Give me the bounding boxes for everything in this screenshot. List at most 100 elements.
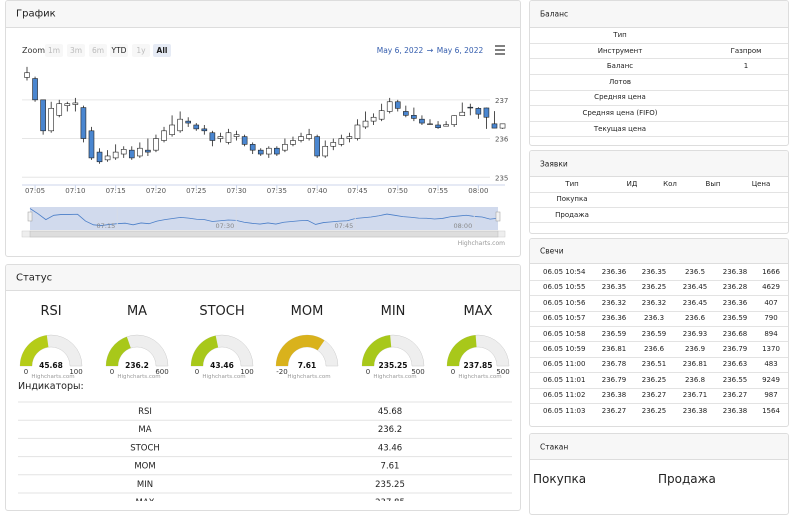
gauge-limit-label: 0 xyxy=(366,368,370,376)
zoom-button-label: YTD xyxy=(111,46,127,55)
candle-body xyxy=(435,124,441,129)
navigator-bg xyxy=(30,207,498,230)
credits: Highcharts.com xyxy=(287,374,330,380)
zoom-button[interactable]: 1y xyxy=(132,44,150,57)
candle-time: 06.05 10:59 xyxy=(543,345,586,353)
zoom-button[interactable]: 1m xyxy=(45,44,63,57)
navigator-handle xyxy=(27,211,33,222)
candle-cell: 236.79 xyxy=(601,375,627,384)
row-divider xyxy=(530,120,788,122)
candle-cell: 1564 xyxy=(762,406,780,415)
panel-title: Статус xyxy=(16,272,53,283)
gauge-limit-label: 0 xyxy=(195,368,199,376)
candle-body xyxy=(120,149,127,155)
indicator-name: STOCH xyxy=(130,443,160,453)
zoom-button-label: 6m xyxy=(92,46,104,55)
menu-icon[interactable] xyxy=(495,45,505,55)
candle-body xyxy=(249,144,256,151)
zoom-button[interactable]: YTD xyxy=(110,44,128,57)
x-tick-label: 07:50 xyxy=(388,187,408,195)
gauge-title: STOCH xyxy=(199,304,244,319)
candle-cell: 236.6 xyxy=(643,345,665,353)
gauge-limit-label: 500 xyxy=(411,368,424,376)
gauge-value-arc xyxy=(191,335,219,366)
indicator-name: MAX xyxy=(136,498,155,501)
candle-body xyxy=(193,124,200,130)
date-from: May 6, 2022 xyxy=(377,46,424,55)
row-divider xyxy=(530,222,788,223)
candle-cell: 236.3 xyxy=(643,314,665,323)
candle-time: 06.05 10:57 xyxy=(543,314,586,323)
panel-header: Стакан xyxy=(530,434,788,460)
candle-cell: 236.27 xyxy=(722,391,748,400)
balance-label: Текущая цена xyxy=(593,124,647,133)
candle-cell: 894 xyxy=(764,329,778,338)
balance-label: Инструмент xyxy=(597,46,643,55)
candle-body xyxy=(48,108,54,132)
indicator-value: 45.68 xyxy=(378,407,402,417)
candle-body xyxy=(290,140,296,145)
zoom-button[interactable]: All xyxy=(153,44,171,57)
indicator-value: 235.25 xyxy=(375,480,405,490)
candle-body xyxy=(419,118,425,124)
candle-body xyxy=(257,149,264,155)
balance-value: Газпром xyxy=(730,46,762,55)
candle-cell: 407 xyxy=(764,298,778,307)
row-divider xyxy=(530,310,788,312)
candle-body xyxy=(274,147,280,155)
candle-body xyxy=(451,115,457,125)
range-arrow: → xyxy=(427,46,434,55)
candle-time: 06.05 10:54 xyxy=(543,268,586,276)
zoom-button-bg xyxy=(132,44,150,57)
panel-title: График xyxy=(16,8,56,20)
candle-cell: 236.38 xyxy=(722,268,748,276)
candle-time: 06.05 11:02 xyxy=(543,391,586,400)
candle-time: 06.05 10:55 xyxy=(543,283,586,292)
date-to: May 6, 2022 xyxy=(437,46,484,55)
candle-cell: 236.36 xyxy=(722,298,748,307)
candle-cell: 236.27 xyxy=(601,406,627,415)
balance-label: Средняя цена (FIFO) xyxy=(582,109,658,117)
panel-header: Свечи xyxy=(530,239,788,264)
candle-body xyxy=(72,102,79,105)
candle-cell: 1666 xyxy=(762,268,780,276)
candle-body xyxy=(185,120,191,124)
candle-body xyxy=(338,138,345,145)
x-tick-label: 07:30 xyxy=(226,187,246,195)
navigator-line xyxy=(29,208,499,226)
candle-cell: 236.78 xyxy=(601,360,627,369)
candle-body xyxy=(217,136,224,139)
balance-label: Тип xyxy=(613,31,627,39)
row-divider xyxy=(530,325,788,327)
candle-time: 06.05 10:58 xyxy=(543,329,586,338)
candle-body xyxy=(282,144,288,151)
candle-body xyxy=(394,101,401,109)
candle-cell: 236.59 xyxy=(601,329,627,338)
candle-body xyxy=(241,136,248,145)
candle-cell: 236.68 xyxy=(722,329,748,338)
row-divider xyxy=(530,74,788,75)
candle-cell: 236.63 xyxy=(722,360,748,369)
indicator-name: MOM xyxy=(134,462,155,472)
credits: Highcharts.com xyxy=(373,374,416,380)
panel-title: Заявки xyxy=(540,159,568,168)
y-tick-label: 236 xyxy=(495,136,509,144)
zoom-button[interactable]: 3m xyxy=(67,44,85,57)
credits: Highcharts.com xyxy=(31,374,74,380)
x-tick-label: 07:10 xyxy=(65,187,85,195)
zoom-button[interactable]: 6m xyxy=(89,44,107,57)
candle-body xyxy=(370,116,377,122)
gauge-title: MAX xyxy=(463,304,492,319)
x-tick-label: 07:55 xyxy=(428,187,448,195)
column-header: Кол xyxy=(663,180,677,188)
candle-body xyxy=(467,106,474,109)
x-tick-label: 07:15 xyxy=(106,187,126,195)
candle-cell: 236.5 xyxy=(684,268,706,276)
row-divider xyxy=(530,206,788,208)
candle-body xyxy=(225,132,232,143)
candle-time: 06.05 11:03 xyxy=(543,406,586,415)
gauge-value-arc xyxy=(362,335,392,366)
zoom-button-label: 3m xyxy=(70,46,82,55)
navigator-tick-label: 07:30 xyxy=(216,222,235,230)
status-panel: Статус xyxy=(5,264,521,511)
